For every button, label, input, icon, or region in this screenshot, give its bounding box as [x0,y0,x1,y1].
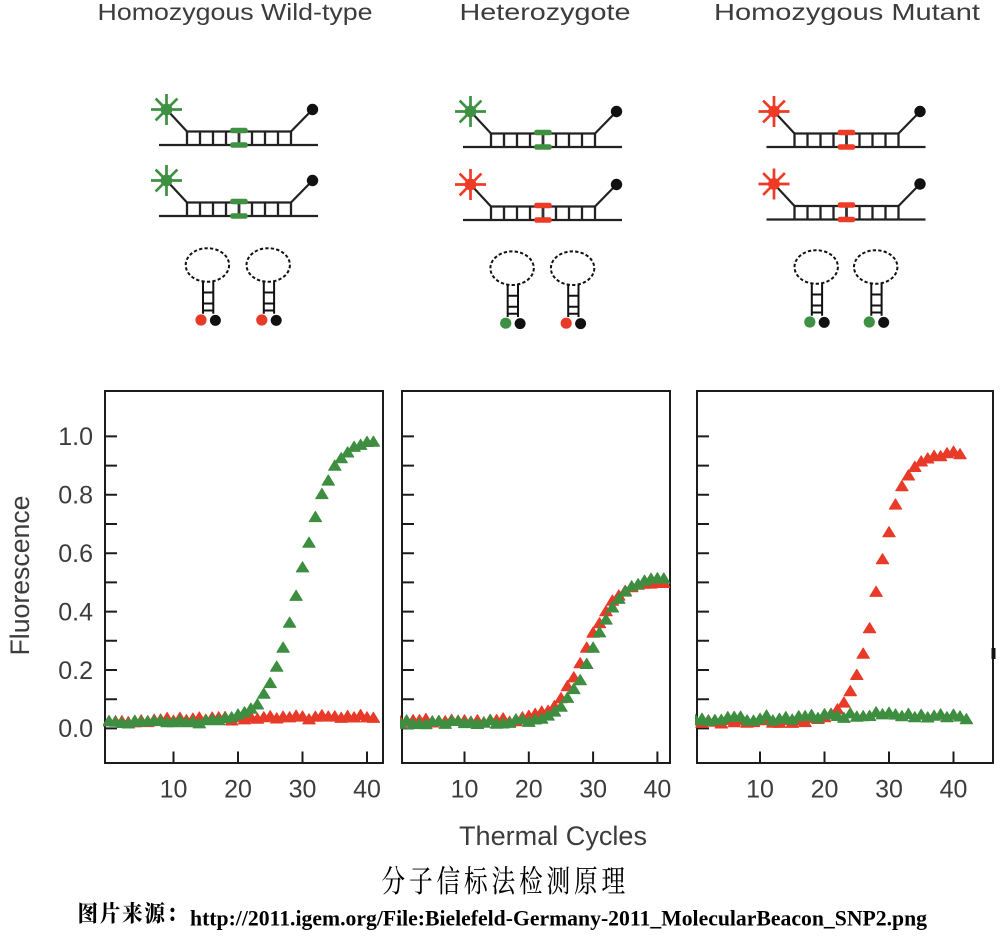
svg-text:10: 10 [451,776,479,804]
svg-text:40: 40 [353,776,381,804]
svg-text:Homozygous Wild-type: Homozygous Wild-type [98,0,373,25]
svg-text:0.0: 0.0 [58,715,93,743]
svg-text:40: 40 [940,776,968,804]
svg-text:10: 10 [160,776,188,804]
svg-text:10: 10 [746,776,774,804]
svg-text:0.4: 0.4 [58,598,93,626]
svg-text:20: 20 [811,776,839,804]
svg-text:Homozygous Mutant: Homozygous Mutant [714,0,981,25]
svg-text:40: 40 [643,776,671,804]
svg-text:30: 30 [579,776,607,804]
svg-text:20: 20 [515,776,543,804]
svg-text:0.6: 0.6 [58,540,93,568]
svg-text:1.0: 1.0 [58,423,93,451]
svg-text:Thermal Cycles: Thermal Cycles [459,821,647,851]
svg-text:http://2011.igem.org/File:Biel: http://2011.igem.org/File:Bielefeld-Germ… [190,906,927,931]
svg-text:20: 20 [224,776,252,804]
svg-text:0.8: 0.8 [58,482,93,510]
svg-text:30: 30 [289,776,317,804]
svg-text:30: 30 [875,776,903,804]
svg-text:0.2: 0.2 [58,657,93,685]
svg-text:Fluorescence: Fluorescence [5,496,35,656]
svg-text:Heterozygote: Heterozygote [460,0,631,25]
